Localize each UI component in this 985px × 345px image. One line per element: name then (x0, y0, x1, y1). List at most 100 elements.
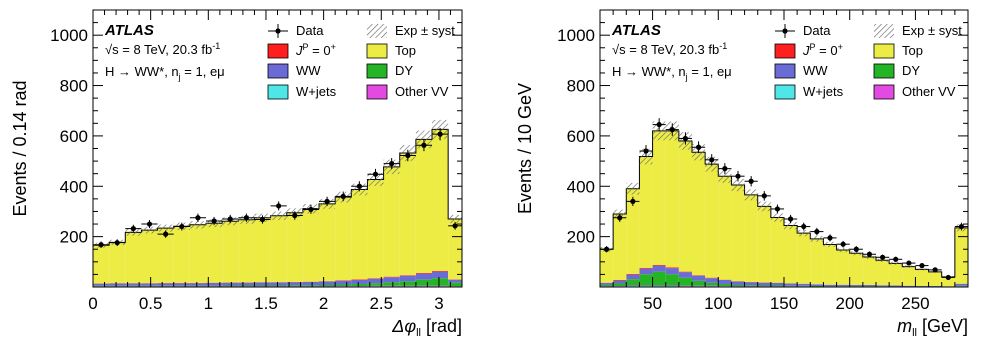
bar-ww-bin-11 (744, 282, 758, 286)
bar-ww-bin-1 (109, 283, 126, 286)
bar-dy-bin-9 (238, 285, 255, 287)
legend-ww-label: WW (296, 63, 321, 78)
bar-top-bin-0 (600, 249, 614, 283)
data-point-17 (823, 234, 837, 242)
legend-signal-label: JP = 0+ (802, 42, 843, 58)
bar-othervv-bin-20 (415, 285, 433, 287)
data-point-7 (692, 141, 706, 154)
y-tick-label: 400 (567, 177, 595, 196)
legend-othervv-label: Other VV (395, 84, 449, 99)
bar-top-bin-4 (652, 130, 666, 265)
bar-ww-bin-24 (915, 285, 929, 287)
bar-dy-bin-12 (286, 285, 303, 287)
x-tick-label: 1 (204, 294, 213, 313)
data-point-14 (784, 214, 798, 224)
bar-ww-bin-22 (889, 285, 903, 287)
bar-dy-bin-16 (351, 283, 368, 286)
x-tick-label: 3 (434, 294, 443, 313)
bar-ww-bin-20 (415, 273, 433, 280)
bar-dy-bin-7 (206, 285, 223, 287)
syst-band-bin-13 (770, 213, 784, 222)
syst-band-bin-9 (718, 169, 732, 183)
experiment-label: ATLAS (104, 22, 154, 39)
x-tick-label: 50 (643, 294, 662, 313)
bar-ww-bin-15 (335, 280, 352, 285)
y-tick-label: 800 (60, 77, 88, 96)
bar-top-bin-5 (173, 226, 190, 283)
bar-ww-bin-4 (157, 283, 174, 286)
bar-othervv-bin-8 (705, 285, 719, 287)
bar-top-bin-11 (270, 215, 287, 283)
bar-top-bin-21 (876, 260, 890, 286)
bar-othervv-bin-3 (639, 285, 653, 286)
bar-ww-bin-17 (367, 278, 384, 284)
legend-data-marker (268, 24, 288, 38)
bar-top-bin-17 (367, 179, 384, 279)
bar-dy-bin-21 (432, 278, 449, 286)
data-point-16 (351, 181, 368, 192)
data-point-22 (448, 221, 462, 230)
legend-top-swatch (873, 43, 895, 59)
bar-top-bin-12 (286, 212, 303, 282)
legend-dy-label: DY (395, 63, 413, 78)
bar-othervv-bin-17 (367, 285, 384, 287)
y-axis-label: Events / 0.14 rad (10, 80, 30, 216)
syst-band-bin-14 (784, 221, 798, 230)
bar-dy-bin-12 (757, 285, 771, 287)
bar-ww-bin-7 (692, 275, 706, 281)
bar-ww-bin-14 (784, 283, 798, 286)
bar-ww-bin-12 (286, 282, 303, 286)
syst-band-bin-22 (448, 214, 462, 224)
syst-band-bin-11 (270, 211, 287, 221)
bar-ww-bin-6 (189, 283, 206, 286)
bar-top-bin-14 (784, 225, 798, 284)
legend: Data Exp ± syst JP = 0+ Top WW DY W+jets Other … (774, 23, 962, 100)
bar-top-bin-21 (432, 129, 449, 271)
bar-dy-bin-8 (222, 285, 239, 287)
syst-band-bin-3 (141, 226, 158, 234)
legend-othervv-swatch (873, 84, 895, 100)
syst-band-bin-24 (915, 268, 929, 271)
legend-dy-label: DY (902, 63, 920, 78)
bar-top-bin-1 (109, 242, 126, 284)
x-tick-label: 200 (836, 294, 864, 313)
legend-syst-swatch (367, 24, 387, 38)
bar-signal-bin-15 (335, 280, 352, 281)
data-point-24 (915, 263, 929, 269)
data-point-3 (141, 220, 158, 229)
bar-ww-bin-8 (705, 278, 719, 283)
bar-top-bin-18 (836, 249, 850, 285)
syst-band-bin-11 (744, 189, 758, 201)
syst-band-bin-17 (823, 241, 837, 247)
data-point-0 (93, 241, 110, 248)
data-point-5 (665, 123, 679, 136)
data-point-10 (254, 215, 271, 224)
bar-top-bin-2 (125, 232, 142, 284)
legend-wjets-label: W+jets (296, 84, 337, 99)
bar-signal-bin-17 (367, 278, 384, 279)
legend-top-label: Top (902, 43, 923, 58)
legend-othervv-label: Other VV (902, 84, 956, 99)
bar-top-bin-6 (189, 224, 206, 283)
syst-band-bin-10 (731, 178, 745, 192)
x-tick-label: 150 (770, 294, 798, 313)
data-point-3 (639, 145, 653, 157)
bar-ww-bin-0 (93, 283, 110, 286)
bar-top-bin-6 (678, 140, 692, 272)
bar-ww-bin-7 (206, 282, 223, 286)
legend-syst-label: Exp ± syst (395, 23, 455, 38)
bar-ww-bin-9 (718, 279, 732, 284)
bar-top-bin-19 (849, 253, 863, 285)
bar-top-bin-8 (705, 164, 719, 278)
bar-ww-bin-18 (836, 284, 850, 287)
bar-signal-bin-4 (652, 264, 666, 266)
legend-syst-label: Exp ± syst (902, 23, 962, 38)
legend-syst-swatch (874, 24, 894, 38)
bar-othervv-bin-4 (652, 285, 666, 286)
y-tick-label: 200 (60, 228, 88, 247)
bar-dy-bin-3 (639, 274, 653, 286)
bar-ww-bin-14 (319, 281, 336, 285)
legend-data-marker (775, 24, 795, 38)
y-tick-label: 400 (60, 177, 88, 196)
bar-dy-bin-11 (744, 285, 758, 287)
